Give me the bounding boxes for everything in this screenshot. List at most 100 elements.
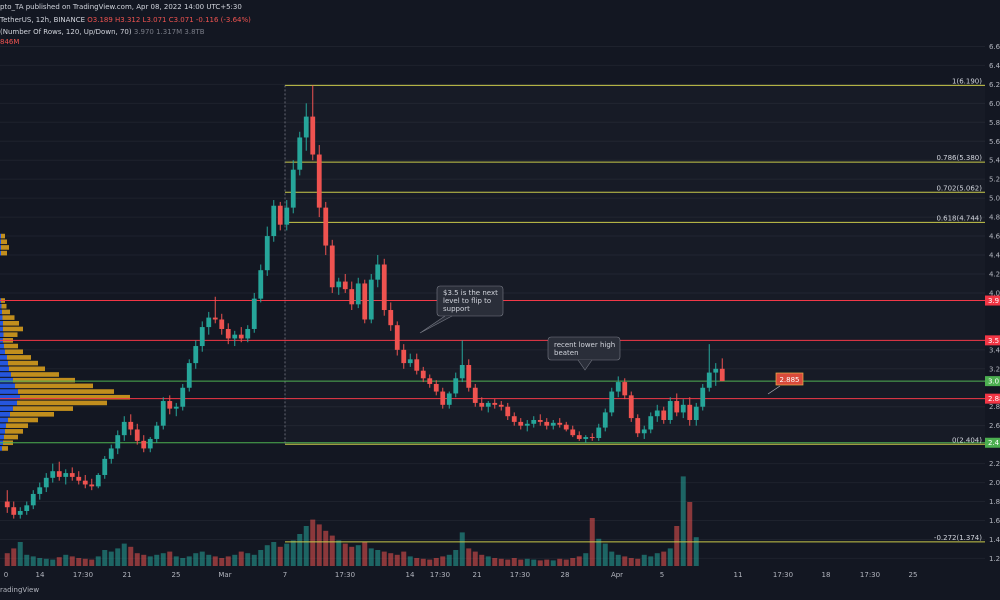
candle-body <box>212 317 218 320</box>
candle-body <box>342 281 348 290</box>
candle-body <box>693 406 699 420</box>
candle-body <box>531 419 537 424</box>
vp-row-up <box>0 355 7 360</box>
callout-text: support <box>443 305 470 313</box>
vp-row-down <box>7 355 31 360</box>
volume-bar <box>479 554 485 566</box>
vp-row-down <box>5 429 23 434</box>
volume-bar <box>394 554 400 566</box>
volume-bar <box>128 546 134 566</box>
volume-bar <box>316 524 322 566</box>
vp-row-down <box>5 349 23 355</box>
volume-bar <box>43 558 49 566</box>
volume-bar <box>576 556 582 566</box>
vp-row-down <box>2 446 8 451</box>
y-axis-labels: 6.6 6.4 6.2 6.0 5.8 5.6 5.4 5.2 5.0 4.8 4.6 4.4 4.2 4… <box>989 43 1000 563</box>
price-axis[interactable] <box>985 0 1000 568</box>
volume-bar <box>375 550 381 566</box>
volume-bar <box>50 559 56 566</box>
level-price-label: 3.9 <box>988 297 999 305</box>
y-tick-label: 4.2 <box>989 270 1000 278</box>
volume-bar <box>537 560 543 566</box>
candle-body <box>511 416 517 422</box>
vp-row-up <box>0 372 11 377</box>
candle-body <box>453 378 459 394</box>
volume-bar <box>167 551 173 566</box>
fib-level-label: 0.618(4.744) <box>936 214 982 222</box>
candle-body <box>550 422 556 426</box>
volume-bar <box>56 557 62 566</box>
candle-body <box>128 421 134 430</box>
candle-body <box>193 346 199 364</box>
candle-body <box>388 310 394 326</box>
vp-row-up <box>0 417 8 423</box>
candle-body <box>95 474 101 487</box>
volume-bar <box>531 559 537 566</box>
y-tick-label: 5.8 <box>989 119 1000 127</box>
volume-bar <box>505 559 511 566</box>
volume-bar <box>511 558 517 566</box>
indicator-legend[interactable]: (Number Of Rows, 120, Up/Down, 70) 3.970… <box>0 28 205 36</box>
candle-body <box>219 319 225 329</box>
vp-row-down <box>1 245 9 250</box>
y-tick-label: 2.0 <box>989 479 1000 487</box>
volume-bar <box>121 543 127 566</box>
volume-bar <box>661 551 667 566</box>
volume-bar <box>141 554 147 566</box>
time-axis[interactable] <box>0 568 1000 582</box>
vp-row-up <box>0 239 1 245</box>
vp-row-down <box>3 332 18 337</box>
vp-row-up <box>0 315 3 320</box>
y-tick-label: 1.2 <box>989 555 1000 563</box>
candle-body <box>251 298 257 329</box>
vp-row-down <box>4 343 18 349</box>
candle-body <box>609 391 615 413</box>
symbol-legend[interactable]: TetherUS, 12h, BINANCE O3.189 H3.312 L3.… <box>0 16 251 24</box>
callout-text: level to flip to <box>443 297 491 305</box>
x-tick-label: 21 <box>473 571 482 579</box>
volume-bar <box>271 542 277 566</box>
vp-row-down <box>1 239 7 245</box>
volume-bar <box>622 556 628 566</box>
y-tick-label: 4.4 <box>989 252 1000 260</box>
vp-row-up <box>0 360 8 366</box>
candle-body <box>518 421 524 426</box>
y-tick-label: 5.4 <box>989 157 1000 165</box>
volume-bar <box>446 554 452 566</box>
vp-row-down <box>8 360 38 366</box>
level-price-label: 3.5 <box>988 337 999 345</box>
vp-row-down <box>6 423 28 428</box>
vp-row-up <box>0 434 4 440</box>
y-tick-label: 1.6 <box>989 517 1000 525</box>
volume-bar <box>303 526 309 566</box>
volume-bar <box>433 558 439 566</box>
y-tick-label: 1.4 <box>989 536 1000 544</box>
publish-info: pto_TA published on TradingView.com, Apr… <box>0 3 242 11</box>
candlesticks <box>4 85 725 519</box>
candle-body <box>381 264 387 311</box>
candle-body <box>160 401 166 426</box>
volume-bar <box>199 551 205 566</box>
publish-info-text: pto_TA published on TradingView.com, Apr… <box>0 3 242 11</box>
candle-body <box>394 325 400 350</box>
volume-bar <box>342 543 348 566</box>
vp-row-down <box>9 366 45 372</box>
vp-row-down <box>17 400 107 406</box>
volume-bar <box>680 476 686 566</box>
volume-bar <box>381 551 387 566</box>
vp-row-down <box>11 372 59 377</box>
candle-body <box>628 395 634 419</box>
x-tick-label: 17:30 <box>510 571 530 579</box>
candle-body <box>355 283 361 305</box>
fibonacci-retracement[interactable]: 1(6.190) 0.786(5.380) 0.702(5.062) 0.618(4.… <box>284 77 985 543</box>
candle-body <box>316 154 322 208</box>
volume-bar <box>193 553 199 566</box>
volume-bar <box>420 558 426 566</box>
volume-bar <box>245 553 251 566</box>
vp-row-down <box>20 394 130 400</box>
vp-row-up <box>0 343 4 349</box>
callout-pointer <box>419 315 453 334</box>
vp-row-down <box>2 309 10 315</box>
